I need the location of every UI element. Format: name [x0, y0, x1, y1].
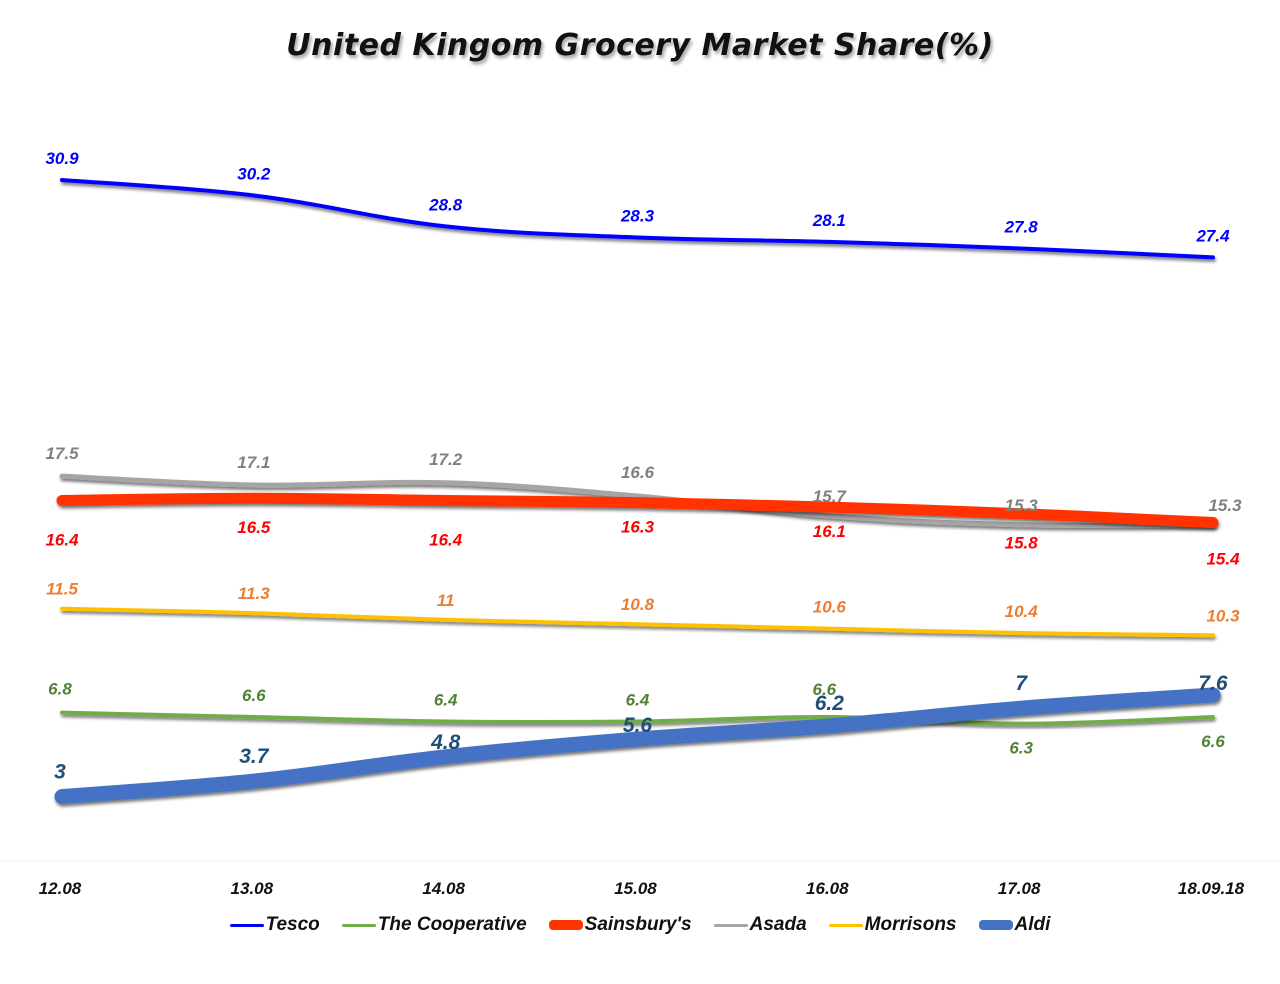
data-label-aldi: 5.6	[623, 714, 653, 737]
series-line-aldi	[54, 687, 1221, 805]
data-label-tesco: 30.9	[45, 149, 79, 168]
data-label-sainsbury-s: 16.1	[813, 522, 846, 541]
legend: Tesco The Cooperative Sainsbury's Asada Morr…	[0, 914, 1280, 936]
data-label-tesco: 28.3	[620, 206, 655, 225]
data-label-aldi: 4.8	[430, 731, 461, 754]
legend-swatch	[978, 920, 1013, 930]
data-label-morrisons: 10.6	[813, 598, 847, 617]
data-label-aldi: 7.6	[1198, 672, 1228, 695]
data-label-tesco: 28.8	[428, 195, 463, 214]
legend-swatch	[229, 923, 264, 927]
legend-item-sainsbury-s: Sainsbury's	[548, 914, 692, 936]
x-tick-label: 13.08	[231, 879, 274, 898]
legend-swatch	[341, 923, 376, 927]
legend-swatch	[548, 920, 583, 930]
data-label-sainsbury-s: 16.5	[237, 518, 271, 537]
data-label-aldi: 6.2	[815, 692, 845, 715]
series-lines	[54, 178, 1221, 805]
data-labels: 6.8 6.6 6.4 6.4 6.6 6.3 6.6 17.5 17.1 17.2 16.6 15.…	[45, 149, 1242, 784]
data-label-tesco: 27.8	[1004, 218, 1039, 237]
legend-item-the-cooperative: The Cooperative	[341, 914, 527, 936]
data-label-morrisons: 11	[437, 591, 455, 610]
data-label-aldi: 3	[54, 761, 66, 784]
data-label-asada: 17.5	[45, 444, 79, 463]
data-label-the-cooperative: 6.6	[1201, 732, 1225, 751]
data-label-morrisons: 11.3	[238, 584, 270, 603]
data-label-morrisons: 10.4	[1005, 602, 1039, 621]
data-label-asada: 15.7	[813, 487, 848, 506]
legend-item-asada: Asada	[713, 914, 807, 936]
legend-label: Tesco	[265, 914, 320, 935]
x-tick-label: 18.09.18	[1178, 879, 1245, 898]
data-label-morrisons: 11.5	[46, 580, 78, 599]
data-label-aldi: 3.7	[239, 745, 270, 768]
data-label-the-cooperative: 6.8	[48, 680, 72, 699]
legend-item-tesco: Tesco	[229, 914, 320, 936]
data-label-sainsbury-s: 16.3	[621, 518, 655, 537]
data-label-asada: 17.2	[429, 450, 463, 469]
legend-item-aldi: Aldi	[978, 914, 1051, 936]
x-tick-label: 14.08	[422, 879, 465, 898]
legend-swatch	[713, 923, 748, 927]
data-label-sainsbury-s: 16.4	[429, 530, 463, 549]
data-label-tesco: 30.2	[237, 164, 271, 183]
data-label-aldi: 7	[1015, 672, 1028, 695]
data-label-tesco: 27.4	[1195, 226, 1230, 245]
x-tick-label: 17.08	[998, 879, 1041, 898]
data-label-morrisons: 10.3	[1206, 606, 1240, 625]
x-axis-ticks: 12.08 13.08 14.08 15.08 16.08 17.08 18.09.18	[39, 879, 1245, 898]
data-label-the-cooperative: 6.3	[1009, 739, 1033, 758]
data-label-the-cooperative: 6.6	[242, 686, 266, 705]
data-label-sainsbury-s: 15.4	[1206, 550, 1240, 569]
data-label-asada: 16.6	[621, 463, 655, 482]
data-label-asada: 15.3	[1208, 496, 1242, 515]
x-tick-label: 16.08	[806, 879, 849, 898]
data-label-tesco: 28.1	[812, 211, 846, 230]
data-label-morrisons: 10.8	[621, 595, 655, 614]
x-tick-label: 12.08	[39, 879, 82, 898]
chart-title: United Kingom Grocery Market Share(%)	[286, 28, 994, 63]
data-label-sainsbury-s: 16.4	[45, 530, 79, 549]
legend-label: Asada	[749, 914, 807, 935]
data-label-the-cooperative: 6.4	[434, 690, 458, 709]
data-label-the-cooperative: 6.4	[626, 690, 650, 709]
data-label-sainsbury-s: 15.8	[1005, 534, 1039, 553]
legend-label: The Cooperative	[377, 914, 527, 935]
legend-label: Aldi	[1014, 914, 1051, 935]
x-tick-label: 15.08	[614, 879, 657, 898]
data-label-asada: 15.3	[1005, 496, 1039, 515]
legend-label: Morrisons	[864, 914, 957, 935]
legend-swatch	[828, 923, 863, 927]
data-label-asada: 17.1	[237, 453, 270, 472]
legend-item-morrisons: Morrisons	[828, 914, 957, 936]
data-label-the-cooperative: 6.6	[813, 680, 837, 699]
legend-label: Sainsbury's	[584, 914, 692, 935]
